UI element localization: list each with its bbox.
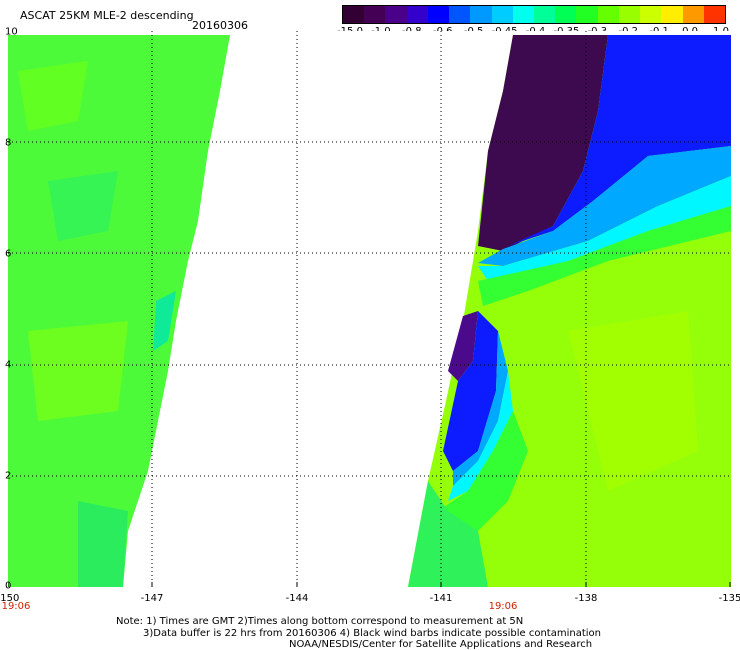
left-swath-patch-3: [28, 321, 128, 421]
x-tick-label: -135: [718, 593, 740, 604]
colorbar-swatch: [703, 6, 725, 23]
colorbar-swatch: [576, 6, 598, 23]
right-swath-green-eddy: [438, 411, 528, 541]
note-line-2: 3)Data buffer is 22 hrs from 20160306 4)…: [143, 628, 601, 639]
right-swath-lower-left: [408, 481, 488, 587]
colorbar: [342, 5, 726, 24]
grid-lines: [8, 31, 731, 587]
right-swath-cyan-eddy: [448, 371, 513, 501]
x-tick-label: -150: [0, 593, 20, 604]
x-tick-label: -147: [140, 593, 164, 604]
y-tick-label: 0: [5, 580, 12, 592]
right-swath: [408, 35, 731, 587]
colorbar-swatch: [597, 6, 619, 23]
colorbar-swatch: [470, 6, 492, 23]
left-swath-patch-2: [48, 171, 118, 241]
right-swath-green-band: [478, 206, 731, 306]
colorbar-swatch: [640, 6, 662, 23]
colorbar-swatch: [343, 6, 365, 23]
y-tick-label: 8: [5, 137, 12, 149]
axis-ticks: [8, 582, 731, 587]
x-tick-label: -141: [429, 593, 453, 604]
x-tick-label: -138: [574, 593, 598, 604]
right-swath-azure-eddy: [453, 331, 508, 486]
right-swath-blue-eddy: [443, 311, 498, 471]
colorbar-swatch: [682, 6, 704, 23]
note-line-1: Note: 1) Times are GMT 2)Times along bot…: [116, 616, 524, 627]
colorbar-swatch: [427, 6, 450, 23]
right-swath-lime-patch: [568, 311, 698, 491]
y-tick-label: 2: [5, 470, 12, 482]
right-swath-azure-band: [478, 146, 731, 266]
colorbar-swatch: [364, 6, 386, 23]
left-swath-patch-4: [78, 501, 128, 587]
time-label-left: 19:06: [1, 601, 31, 612]
y-tick-label: 10: [5, 26, 18, 38]
y-tick-label: 6: [5, 248, 12, 260]
right-swath-purple-eddy: [448, 311, 478, 381]
left-swath: [8, 35, 230, 587]
colorbar-swatch: [449, 6, 471, 23]
colorbar-swatch: [533, 6, 556, 23]
right-swath-blue-region: [508, 35, 731, 246]
colorbar-swatch: [406, 6, 428, 23]
time-label-right: 19:06: [488, 601, 518, 612]
colorbar-swatch: [385, 6, 407, 23]
left-swath-patch-1: [18, 61, 88, 131]
colorbar-swatch: [491, 6, 513, 23]
map-title: ASCAT 25KM MLE-2 descending: [20, 9, 194, 22]
map-date: 20160306: [192, 19, 248, 32]
right-swath-dark-region: [478, 35, 608, 251]
colorbar-swatch: [555, 6, 577, 23]
right-swath-cyan-band: [478, 176, 731, 281]
colorbar-swatch: [661, 6, 683, 23]
left-swath-patch-5: [153, 291, 176, 351]
left-swath-body: [8, 35, 230, 587]
colorbar-swatch: [618, 6, 641, 23]
swath-map: [8, 31, 731, 587]
colorbar-swatch: [512, 6, 534, 23]
y-tick-label: 4: [5, 359, 12, 371]
note-line-3: NOAA/NESDIS/Center for Satellite Applica…: [289, 639, 593, 650]
x-tick-label: -144: [285, 593, 309, 604]
